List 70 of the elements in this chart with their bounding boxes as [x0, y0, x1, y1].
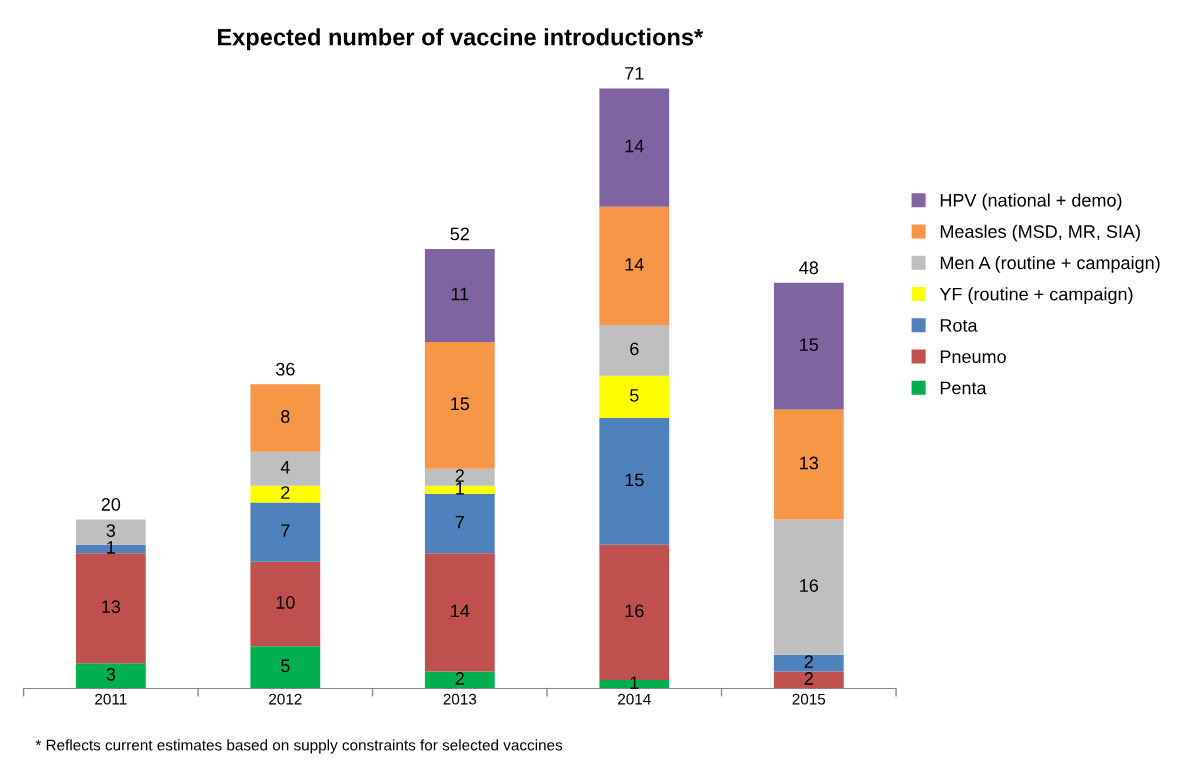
- data-label: 6: [630, 342, 639, 356]
- legend-label: Men A (routine + campaign): [940, 255, 1160, 273]
- data-label: 2: [804, 672, 813, 685]
- bar: [773, 654, 844, 672]
- legend-label: Measles (MSD, MR, SIA): [940, 224, 1140, 242]
- bar: [250, 561, 321, 647]
- bar: [773, 409, 844, 520]
- data-label: 2: [281, 486, 290, 499]
- chart-title: Expected number of vaccine introductions*: [218, 28, 704, 51]
- data-label: 16: [625, 604, 644, 618]
- bar: [599, 206, 670, 326]
- bar: [599, 88, 670, 207]
- x-tick-label: 2012: [269, 693, 302, 705]
- total-label: 48: [799, 261, 819, 275]
- data-label: 13: [800, 456, 819, 470]
- data-label: 3: [106, 524, 116, 537]
- data-label: 4: [280, 460, 290, 474]
- data-label: 7: [455, 515, 464, 529]
- bar: [250, 646, 321, 689]
- data-label: 14: [451, 604, 470, 618]
- data-label: 14: [625, 258, 644, 271]
- data-label: 8: [281, 410, 290, 423]
- legend-label: HPV (national + demo): [940, 193, 1122, 211]
- bar: [599, 418, 670, 545]
- data-label: 3: [106, 667, 116, 681]
- data-label: 7: [281, 524, 290, 537]
- bar: [773, 519, 844, 655]
- bar: [424, 341, 495, 469]
- data-label: 16: [800, 579, 819, 592]
- bar: [75, 553, 146, 664]
- bar: [424, 671, 495, 689]
- data-label: 15: [625, 473, 644, 487]
- data-label: 2: [455, 469, 464, 482]
- data-label: 5: [630, 389, 639, 402]
- data-label: 15: [451, 397, 470, 411]
- total-label: 20: [101, 498, 121, 511]
- legend-label: Rota: [940, 319, 978, 332]
- bar: [250, 485, 321, 503]
- data-label: 1: [107, 541, 115, 554]
- bar: [424, 494, 495, 554]
- total-label: 52: [450, 227, 469, 241]
- legend-label: Penta: [940, 381, 987, 395]
- bar: [773, 671, 844, 689]
- data-label: 15: [800, 338, 819, 352]
- x-tick-label: 2014: [618, 693, 651, 705]
- total-label: 71: [625, 67, 644, 80]
- bar: [250, 502, 321, 562]
- bar: [424, 248, 495, 342]
- data-label: 10: [276, 596, 295, 609]
- bar: [599, 375, 670, 419]
- data-label: 11: [451, 287, 469, 301]
- x-tick-label: 2011: [95, 693, 127, 705]
- data-label: 13: [102, 600, 121, 614]
- bar: [424, 553, 495, 672]
- data-label: 5: [281, 659, 290, 673]
- bar: [599, 325, 670, 376]
- bar: [75, 663, 146, 689]
- x-tick-label: 2013: [443, 693, 477, 705]
- bar: [250, 384, 321, 452]
- total-label: 36: [275, 362, 295, 376]
- legend-label: Pneumo: [940, 350, 1006, 364]
- legend-label: YF (routine + campaign): [939, 287, 1133, 305]
- bar: [773, 282, 844, 410]
- x-tick-label: 2015: [792, 693, 826, 705]
- text: * Reflects current estimates based on supply constraints for selected vaccines: [35, 739, 563, 754]
- data-label: 14: [625, 139, 644, 153]
- data-label: 2: [804, 655, 813, 668]
- data-label: 1: [630, 676, 639, 689]
- bar: [250, 451, 321, 486]
- data-label: 2: [455, 672, 464, 685]
